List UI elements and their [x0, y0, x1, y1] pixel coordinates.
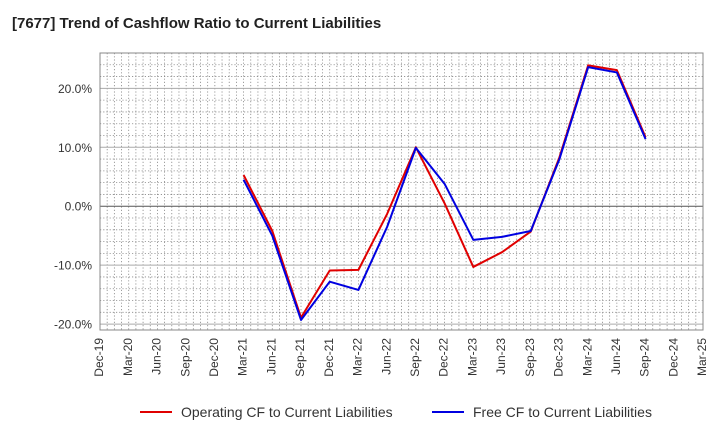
x-tick-label: Sep-20	[178, 338, 192, 377]
x-tick-label: Sep-22	[408, 338, 422, 377]
legend-label-free-cf: Free CF to Current Liabilities	[473, 404, 652, 420]
x-tick-label: Mar-20	[121, 338, 135, 376]
series-line-free-cf	[242, 66, 647, 321]
x-tick-label: Dec-22	[437, 338, 451, 377]
x-tick-label: Jun-21	[264, 338, 278, 375]
y-tick-label: -10.0%	[54, 259, 92, 273]
x-tick-label: Jun-23	[494, 338, 508, 375]
y-tick-label: 0.0%	[65, 200, 93, 214]
x-tick-label: Dec-24	[666, 338, 680, 377]
legend: Operating CF to Current Liabilities Free…	[0, 404, 720, 426]
x-tick-label: Dec-20	[207, 338, 221, 377]
x-tick-label: Dec-23	[552, 338, 566, 377]
y-tick-label: 10.0%	[58, 141, 92, 155]
plot-area-border	[99, 52, 704, 331]
x-tick-label: Sep-21	[293, 338, 307, 377]
axes	[99, 52, 704, 331]
legend-item-operating-cf: Operating CF to Current Liabilities	[140, 404, 393, 420]
x-tick-label: Dec-21	[322, 338, 336, 377]
x-tick-label: Sep-23	[523, 338, 537, 377]
y-tick-label: 20.0%	[58, 82, 92, 96]
x-tick-label: Mar-25	[695, 338, 709, 376]
x-tick-label: Mar-22	[351, 338, 365, 376]
legend-label-operating-cf: Operating CF to Current Liabilities	[181, 404, 393, 420]
legend-swatch-operating-cf	[140, 411, 172, 413]
x-tick-label: Mar-24	[580, 338, 594, 376]
y-tick-label: -20.0%	[54, 318, 92, 332]
legend-swatch-free-cf	[432, 411, 464, 413]
x-tick-labels: Dec-19 Mar-20 Jun-20 Sep-20 Dec-20 Mar-21 Jun-…	[92, 338, 709, 377]
y-tick-labels: -20.0% -10.0% 0.0% 10.0% 20.0%	[54, 82, 92, 332]
x-tick-label: Sep-24	[638, 338, 652, 377]
x-tick-label: Jun-24	[609, 338, 623, 375]
grid-lines	[100, 53, 704, 330]
x-tick-label: Mar-21	[236, 338, 250, 376]
legend-item-free-cf: Free CF to Current Liabilities	[432, 404, 652, 420]
chart-title: [7677] Trend of Cashflow Ratio to Curren…	[12, 15, 382, 32]
x-tick-label: Jun-22	[379, 338, 393, 375]
x-tick-label: Dec-19	[92, 338, 106, 377]
x-tick-label: Mar-23	[465, 338, 479, 376]
x-tick-label: Jun-20	[150, 338, 164, 375]
series-lines	[242, 64, 647, 321]
